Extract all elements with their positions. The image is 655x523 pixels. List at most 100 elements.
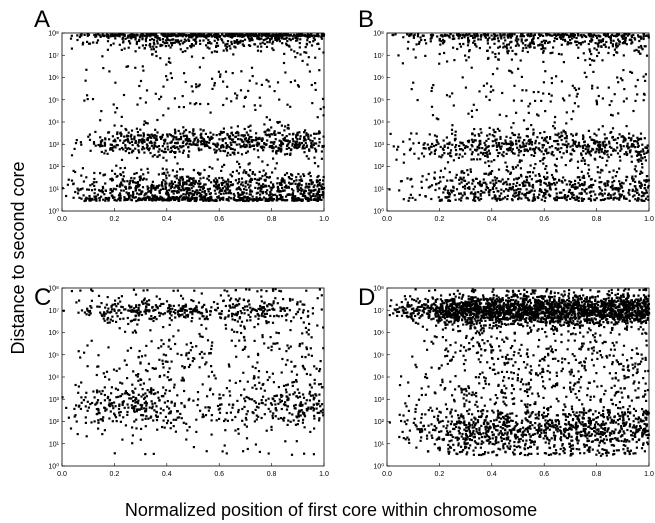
data-point [400, 180, 403, 183]
data-point [526, 149, 529, 152]
data-point [603, 192, 606, 195]
data-point [435, 143, 438, 147]
data-point [435, 135, 438, 138]
data-point [301, 147, 304, 150]
data-point [222, 34, 225, 37]
data-point [460, 142, 463, 145]
data-point [627, 136, 631, 139]
data-point [188, 150, 191, 153]
data-point [560, 191, 563, 194]
data-point [265, 192, 268, 195]
x-tick-label: 1.0 [319, 216, 329, 223]
data-point [641, 162, 644, 166]
data-point [444, 167, 447, 170]
data-point [229, 47, 232, 50]
data-point [152, 187, 155, 190]
data-point [479, 193, 482, 196]
data-point [122, 33, 125, 36]
data-point [162, 85, 165, 88]
data-point [167, 310, 170, 313]
data-point [256, 141, 259, 144]
data-point [242, 192, 245, 195]
data-point [131, 196, 134, 199]
data-point [455, 188, 459, 191]
data-point [532, 42, 535, 45]
data-point [598, 186, 601, 189]
data-point [587, 129, 590, 132]
data-point [219, 75, 222, 78]
data-point [391, 33, 394, 36]
data-point [608, 142, 611, 145]
data-point [533, 46, 536, 49]
data-point [525, 89, 528, 92]
data-point [613, 179, 616, 183]
data-point [570, 181, 573, 184]
data-point [457, 34, 460, 37]
data-point [477, 153, 480, 156]
data-point [645, 189, 648, 192]
data-point [262, 196, 266, 199]
data-point [586, 143, 590, 146]
data-point [150, 140, 153, 143]
data-point [469, 170, 472, 173]
data-point [470, 66, 473, 69]
data-point [558, 196, 561, 199]
data-point [576, 40, 579, 43]
data-point [186, 136, 189, 139]
data-point [612, 198, 615, 201]
data-point [138, 193, 141, 196]
data-point [321, 183, 324, 186]
data-point [182, 132, 185, 135]
data-point [179, 176, 182, 179]
data-point [210, 35, 213, 38]
data-point [190, 36, 193, 39]
data-point [241, 191, 244, 194]
data-point [168, 57, 171, 60]
data-point [83, 33, 86, 36]
data-point [142, 177, 146, 180]
data-point [133, 177, 136, 180]
data-point [221, 165, 224, 168]
data-point [515, 35, 519, 38]
data-point [625, 179, 628, 182]
data-point [104, 312, 107, 315]
data-point [496, 144, 499, 148]
data-point [123, 196, 126, 199]
data-point [502, 33, 505, 36]
data-point [540, 99, 543, 102]
data-point [249, 189, 252, 192]
data-point [173, 196, 176, 199]
data-point [434, 148, 437, 151]
data-point [539, 132, 542, 135]
data-point [149, 151, 152, 155]
data-point [515, 139, 518, 142]
data-point [313, 184, 316, 187]
data-point [443, 144, 446, 147]
data-point [153, 198, 156, 202]
data-point [292, 33, 296, 36]
data-point [406, 177, 409, 180]
data-point [577, 196, 580, 199]
data-point [178, 186, 181, 189]
data-point [604, 184, 607, 188]
data-point [145, 36, 148, 39]
data-point [208, 141, 211, 144]
data-point [544, 70, 547, 73]
data-point [128, 181, 131, 184]
data-point [135, 40, 138, 43]
data-point [217, 195, 220, 198]
data-point [530, 33, 533, 36]
data-point [264, 178, 267, 182]
data-point [484, 154, 487, 157]
data-point [305, 134, 308, 137]
data-point [236, 304, 239, 307]
data-point [238, 317, 241, 320]
data-point [284, 71, 287, 74]
data-point [624, 139, 627, 142]
data-point [615, 142, 619, 145]
data-point [179, 314, 182, 317]
data-point [298, 145, 301, 148]
data-point [462, 185, 465, 189]
data-point [239, 198, 242, 202]
data-point [192, 197, 195, 200]
